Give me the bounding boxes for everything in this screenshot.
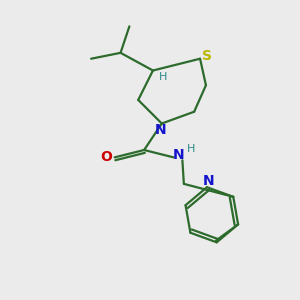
Text: N: N	[173, 148, 185, 162]
Text: N: N	[202, 174, 214, 188]
Text: N: N	[154, 123, 166, 137]
Text: H: H	[186, 144, 195, 154]
Text: H: H	[159, 72, 167, 82]
Text: S: S	[202, 50, 212, 63]
Text: O: O	[100, 150, 112, 164]
